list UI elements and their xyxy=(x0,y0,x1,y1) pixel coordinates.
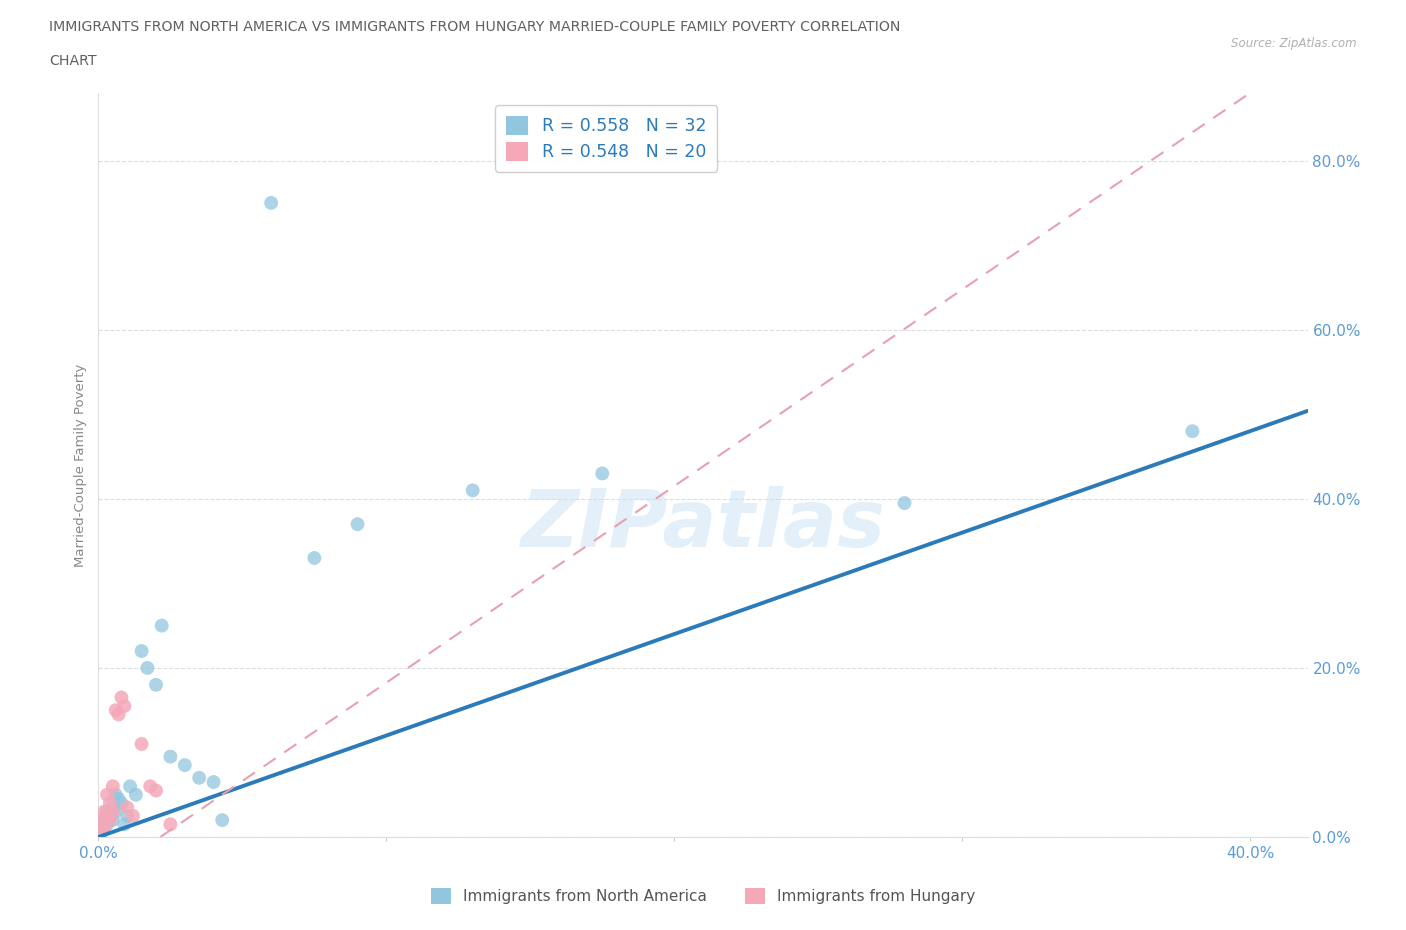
Point xyxy=(159,817,181,831)
Point xyxy=(107,791,129,806)
Point xyxy=(125,788,148,803)
Point xyxy=(90,825,112,840)
Point xyxy=(101,800,124,815)
Point xyxy=(93,821,115,836)
Point xyxy=(346,517,368,532)
Point xyxy=(211,813,233,828)
Point xyxy=(104,703,127,718)
Point xyxy=(112,698,135,713)
Point xyxy=(173,758,195,773)
Point xyxy=(107,707,129,722)
Point xyxy=(104,804,127,819)
Point xyxy=(101,778,124,793)
Y-axis label: Married-Couple Family Poverty: Married-Couple Family Poverty xyxy=(75,364,87,566)
Point xyxy=(104,788,127,803)
Legend: R = 0.558   N = 32, R = 0.548   N = 20: R = 0.558 N = 32, R = 0.548 N = 20 xyxy=(495,105,717,172)
Text: ZIPatlas: ZIPatlas xyxy=(520,485,886,564)
Point xyxy=(96,788,118,803)
Point xyxy=(98,808,121,823)
Point xyxy=(202,775,225,790)
Point xyxy=(136,660,159,675)
Point xyxy=(122,808,145,823)
Point xyxy=(131,644,153,658)
Point xyxy=(93,804,115,819)
Point xyxy=(139,778,162,793)
Text: CHART: CHART xyxy=(49,54,97,68)
Point xyxy=(1181,424,1204,439)
Point xyxy=(90,813,112,828)
Point xyxy=(150,618,173,633)
Point xyxy=(96,817,118,831)
Point xyxy=(110,796,132,811)
Point xyxy=(145,677,167,692)
Point xyxy=(591,466,613,481)
Point xyxy=(98,813,121,828)
Point xyxy=(260,195,283,210)
Point xyxy=(131,737,153,751)
Point xyxy=(96,804,118,819)
Point xyxy=(110,690,132,705)
Point xyxy=(112,817,135,831)
Point xyxy=(101,813,124,828)
Point xyxy=(96,808,118,823)
Legend: Immigrants from North America, Immigrants from Hungary: Immigrants from North America, Immigrant… xyxy=(425,882,981,910)
Point xyxy=(461,483,484,498)
Text: IMMIGRANTS FROM NORTH AMERICA VS IMMIGRANTS FROM HUNGARY MARRIED-COUPLE FAMILY P: IMMIGRANTS FROM NORTH AMERICA VS IMMIGRA… xyxy=(49,20,901,34)
Point xyxy=(145,783,167,798)
Point xyxy=(115,800,138,815)
Point xyxy=(115,808,138,823)
Point xyxy=(93,813,115,828)
Point xyxy=(101,804,124,819)
Point xyxy=(188,770,211,785)
Text: Source: ZipAtlas.com: Source: ZipAtlas.com xyxy=(1232,37,1357,50)
Point xyxy=(893,496,915,511)
Point xyxy=(98,796,121,811)
Point xyxy=(90,821,112,836)
Point xyxy=(120,778,142,793)
Point xyxy=(159,750,181,764)
Point xyxy=(304,551,326,565)
Point xyxy=(93,821,115,836)
